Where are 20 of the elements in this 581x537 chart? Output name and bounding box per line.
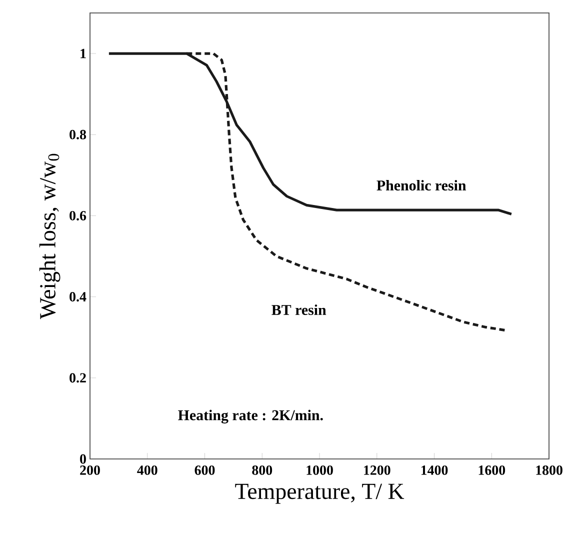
- y-tick-label: 0.4: [70, 292, 86, 302]
- y-tick-label: 0.6: [70, 210, 86, 220]
- x-tick-label: 1800: [536, 466, 562, 475]
- x-tick-label: 200: [80, 466, 100, 475]
- y-axis-title: Weight loss, w/w$_{0}$: [39, 154, 60, 320]
- series-label: Phenolic resin: [376, 180, 466, 191]
- x-tick-label: 1400: [421, 466, 448, 475]
- x-tick-label: 400: [137, 466, 158, 475]
- x-tick-label: 1600: [478, 466, 506, 475]
- x-axis-title: Temperature, T/ K: [235, 484, 404, 504]
- text: BT resin: [272, 304, 326, 316]
- y-tick-label: 0: [80, 454, 86, 464]
- x-tick-label: 800: [252, 466, 272, 475]
- x-tick-label: 600: [194, 466, 215, 475]
- y-tick-label: 0.2: [70, 373, 86, 383]
- x-tick-label: 1200: [364, 466, 390, 475]
- annotation: Heating rate : 2K/min.: [178, 410, 323, 424]
- x-tick-label: 1000: [306, 466, 333, 475]
- y-tick-label: 1: [80, 48, 86, 58]
- y-tick-label: 0.8: [70, 130, 86, 140]
